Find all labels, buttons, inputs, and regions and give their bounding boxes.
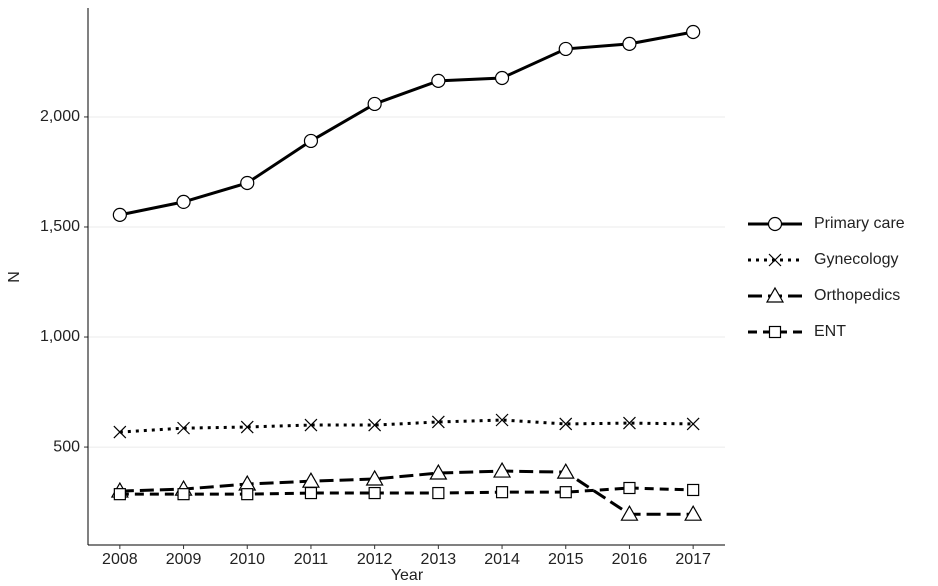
- x-tick-label: 2011: [294, 551, 329, 568]
- legend-label: ENT: [814, 323, 846, 340]
- marker: [431, 73, 446, 88]
- marker: [494, 70, 510, 86]
- y-tick-label: 1,500: [40, 218, 80, 235]
- marker: [768, 325, 782, 339]
- x-tick-label: 2015: [548, 551, 584, 568]
- marker: [767, 216, 783, 232]
- marker: [241, 488, 254, 501]
- marker: [112, 207, 127, 222]
- marker: [304, 418, 318, 432]
- marker: [556, 462, 575, 479]
- marker: [686, 24, 701, 40]
- marker: [304, 486, 318, 500]
- marker: [368, 486, 381, 500]
- y-tick-label: 2,000: [40, 108, 80, 125]
- marker: [686, 417, 700, 431]
- marker: [365, 469, 384, 486]
- marker: [495, 413, 509, 427]
- series-line: [119, 469, 694, 516]
- marker: [176, 194, 191, 209]
- marker: [558, 41, 573, 57]
- marker: [768, 253, 782, 267]
- series-line: [119, 486, 694, 496]
- marker: [559, 417, 573, 431]
- marker: [493, 461, 512, 478]
- legend-label: Gynecology: [814, 251, 899, 268]
- x-tick-label: 2009: [166, 551, 202, 568]
- x-tick-label: 2012: [357, 551, 393, 568]
- marker: [303, 133, 319, 149]
- marker: [622, 36, 637, 51]
- x-tick-label: 2017: [675, 551, 711, 568]
- x-tick-label: 2008: [102, 551, 138, 568]
- marker: [177, 488, 190, 501]
- marker: [240, 175, 255, 191]
- y-tick-label: 500: [53, 438, 80, 455]
- marker: [432, 486, 445, 500]
- marker: [684, 504, 703, 521]
- marker: [623, 481, 636, 495]
- marker: [429, 463, 448, 480]
- legend-label: Orthopedics: [814, 287, 900, 304]
- x-tick-label: 2013: [421, 551, 457, 568]
- x-tick-label: 2010: [229, 551, 265, 568]
- marker: [240, 420, 254, 434]
- marker: [367, 96, 382, 112]
- y-axis-label: N: [6, 271, 23, 283]
- marker: [623, 416, 636, 430]
- series-line: [119, 418, 694, 434]
- y-tick-label: 1,000: [40, 328, 80, 345]
- x-tick-label: 2016: [612, 551, 648, 568]
- marker: [559, 486, 572, 499]
- marker: [620, 504, 639, 521]
- marker: [113, 425, 127, 439]
- marker: [431, 415, 445, 429]
- legend-label: Primary care: [814, 215, 905, 232]
- marker: [368, 418, 382, 432]
- marker: [687, 483, 700, 497]
- marker: [765, 286, 785, 303]
- series-line: [119, 30, 694, 217]
- x-tick-label: 2014: [484, 551, 520, 568]
- marker: [177, 421, 190, 435]
- marker: [495, 486, 509, 499]
- marker: [113, 488, 126, 501]
- x-axis-label: Year: [391, 567, 424, 584]
